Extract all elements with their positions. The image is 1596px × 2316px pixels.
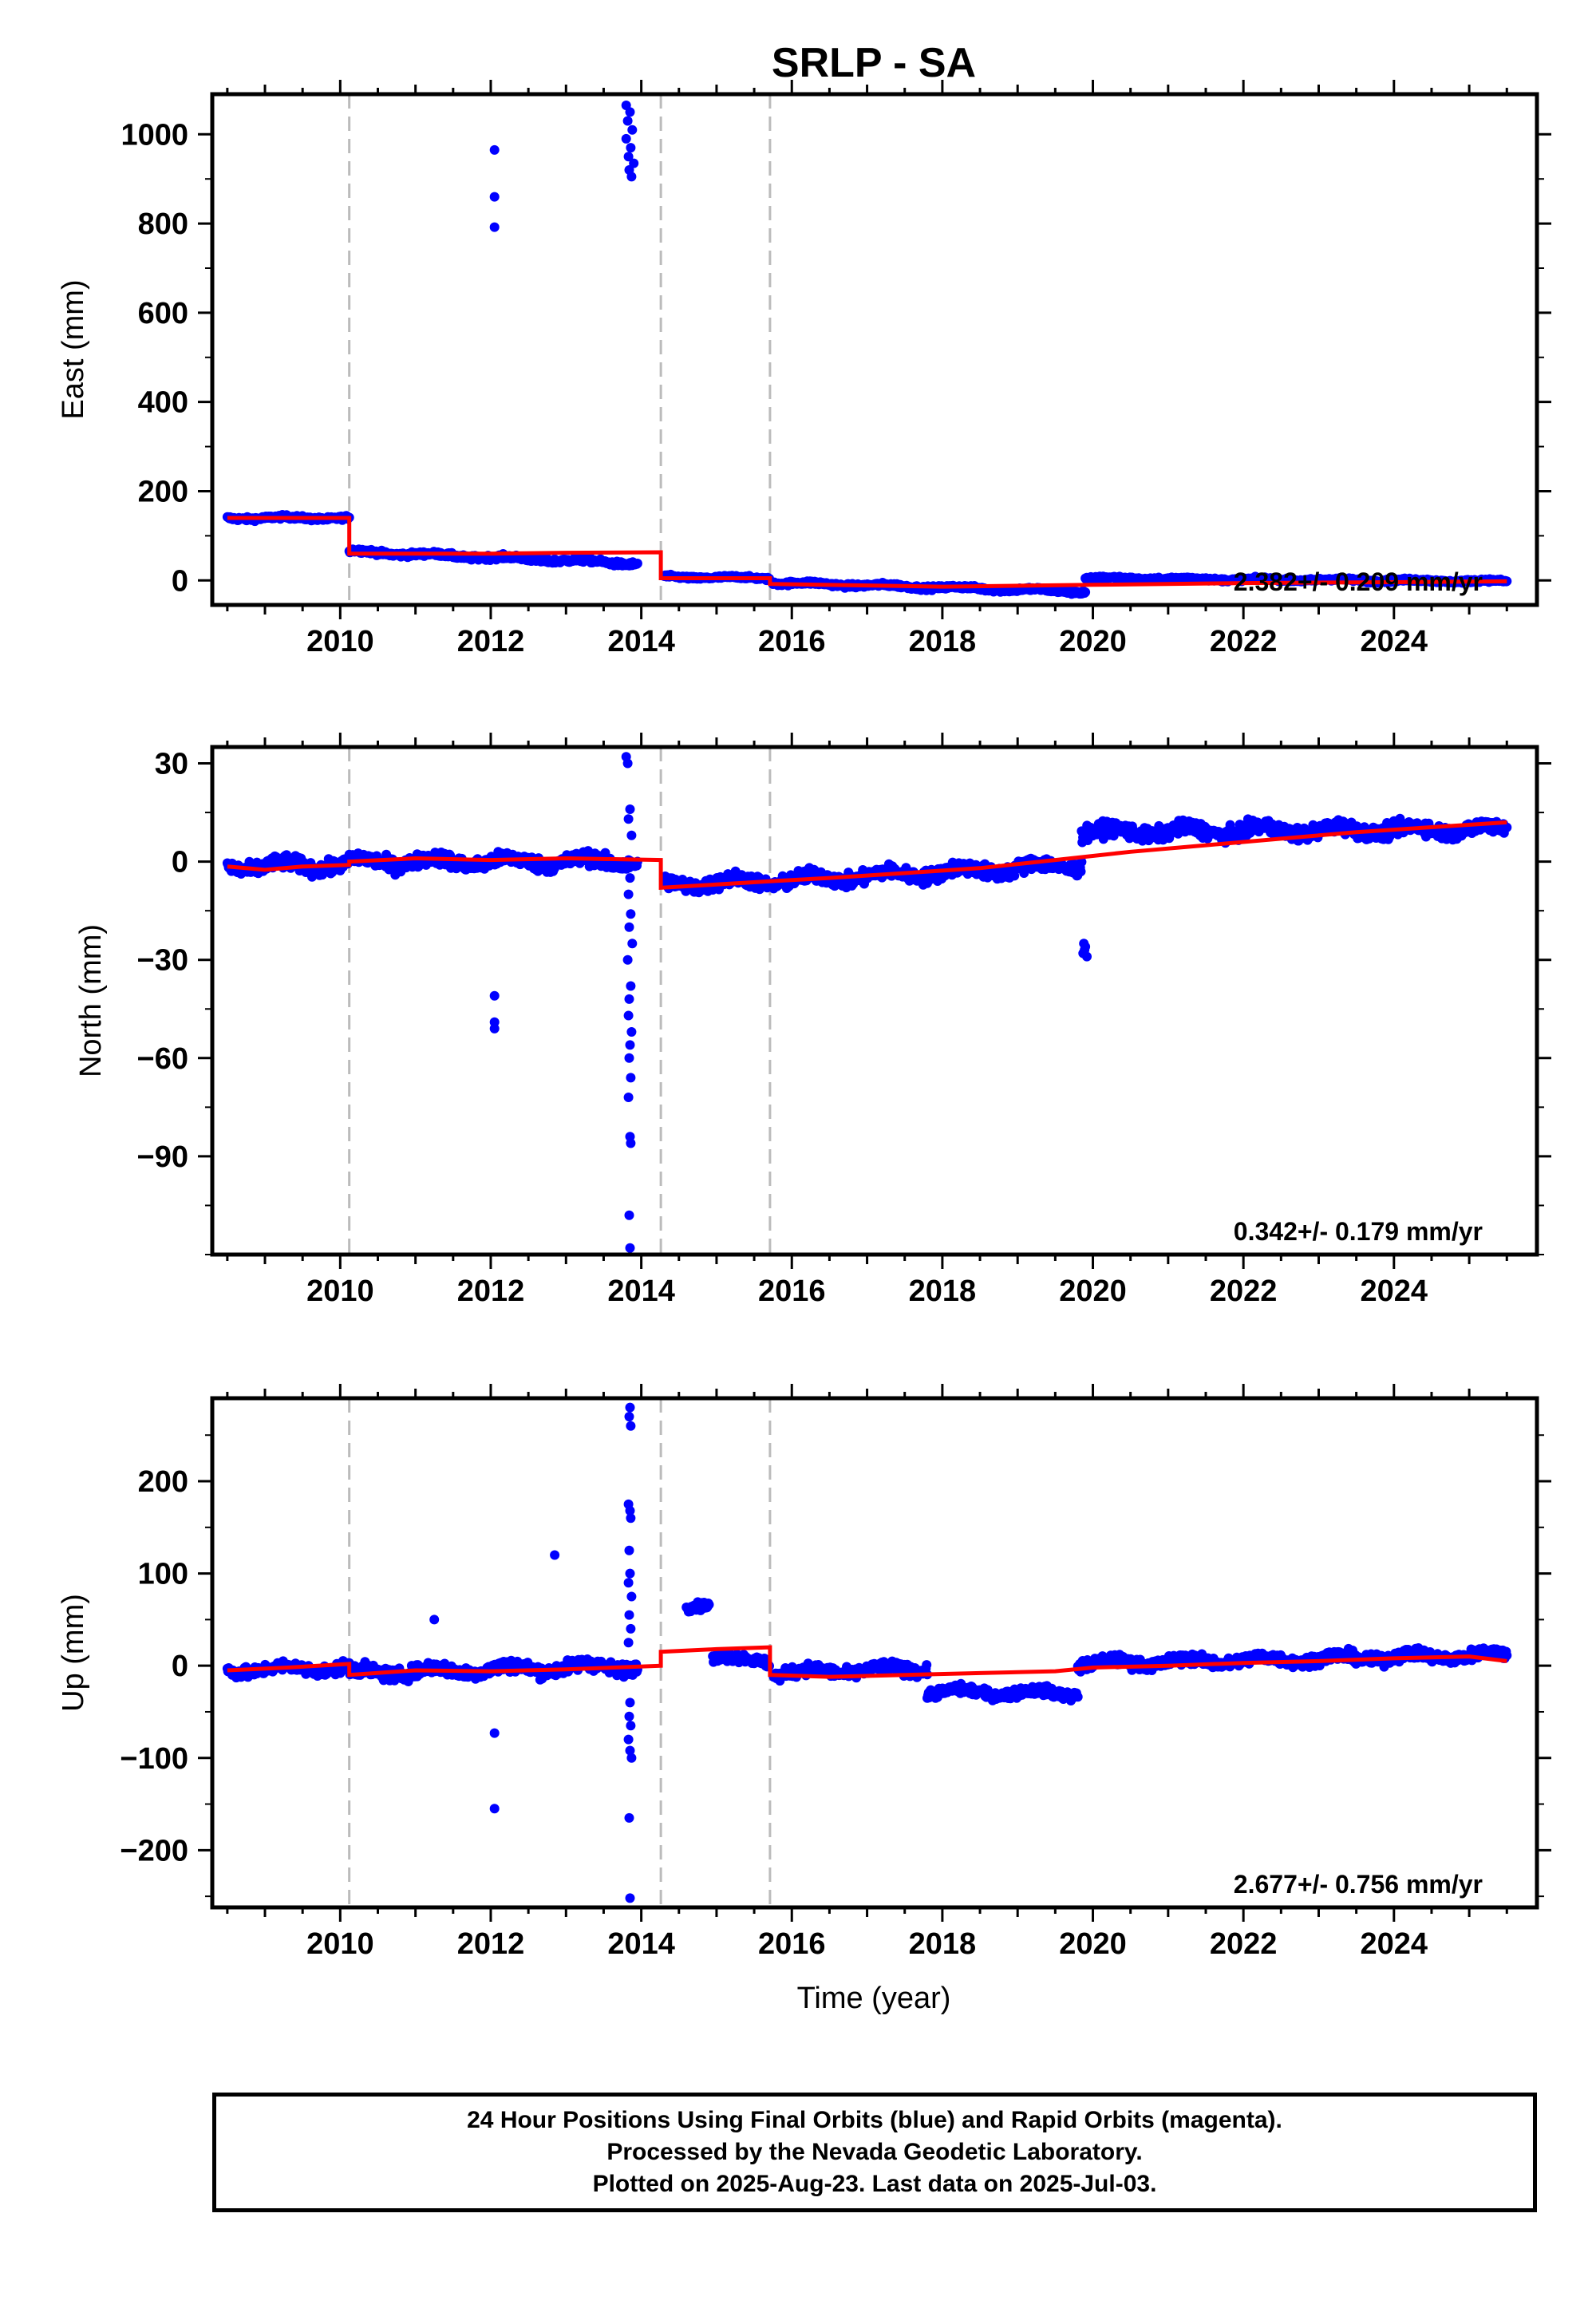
data-point-outlier — [489, 1017, 500, 1027]
y-tick-label: 600 — [138, 297, 188, 330]
model-line-east — [227, 516, 1507, 589]
data-point-outlier — [626, 172, 637, 182]
data-point-outlier — [624, 922, 634, 932]
y-tick-label: 200 — [138, 475, 188, 508]
data-point — [632, 559, 642, 568]
model-line-north — [227, 820, 1507, 891]
y-tick-label: 1000 — [120, 118, 188, 152]
data-point-outlier — [622, 116, 633, 126]
data-point — [1502, 822, 1512, 832]
x-tick-label: 2018 — [909, 1275, 977, 1308]
data-point-outlier — [627, 939, 638, 949]
data-point-outlier — [623, 152, 634, 162]
data-point-outlier — [625, 1243, 635, 1253]
x-tick-label: 2018 — [909, 625, 977, 658]
data-point — [922, 1660, 932, 1670]
data-point-outlier — [625, 804, 635, 814]
data-point-outlier — [622, 758, 633, 769]
data-point-outlier — [621, 133, 631, 144]
data-point-outlier — [629, 158, 639, 168]
x-tick-label: 2022 — [1210, 625, 1278, 658]
y-tick-label: 800 — [138, 207, 188, 241]
data-point-outlier — [489, 144, 500, 155]
data-point-outlier — [625, 1040, 635, 1050]
y-tick-label: −60 — [137, 1042, 188, 1076]
x-tick-label: 2012 — [457, 1275, 525, 1308]
data-point-outlier — [489, 1023, 500, 1034]
data-point-outlier — [489, 192, 500, 202]
rate-label-north: 0.342+/- 0.179 mm/yr — [1234, 1217, 1483, 1246]
x-tick-label: 2024 — [1361, 1275, 1428, 1308]
data-point-outlier — [626, 1138, 636, 1148]
data-point-outlier — [625, 873, 635, 883]
panel-east: 2010 2012 2014 2016 2018 2020 2022 2024 0 200 400 6… — [57, 80, 1551, 658]
x-tick-label: 2014 — [607, 625, 675, 658]
data-point-outlier — [624, 1210, 634, 1220]
data-point-outlier — [626, 1027, 637, 1037]
data-point-outlier — [626, 143, 636, 153]
x-tick-label: 2020 — [1059, 625, 1127, 658]
x-tick-label: 2020 — [1059, 1275, 1127, 1308]
data-point-outlier — [623, 1010, 634, 1021]
x-tick-label: 2014 — [607, 1275, 675, 1308]
y-tick-label: −90 — [137, 1140, 188, 1174]
data-point — [704, 1599, 714, 1610]
data-point-outlier — [624, 1053, 634, 1063]
panel-north: 2010 2012 2014 2016 2018 2020 2022 2024 −90 −60 −3… — [74, 733, 1551, 1308]
y-tick-label: −30 — [137, 944, 188, 978]
data-point-outlier — [489, 222, 500, 232]
final-positions-east — [222, 101, 1512, 599]
data-point-outlier — [626, 830, 637, 840]
y-axis-label-north: North (mm) — [74, 924, 108, 1077]
x-tick-label: 2010 — [306, 625, 374, 658]
x-tick-label: 2024 — [1361, 625, 1428, 658]
x-tick-label: 2016 — [758, 1275, 826, 1308]
plot-frame — [210, 92, 1539, 607]
data-point-outlier — [1080, 945, 1090, 955]
data-point-outlier — [623, 1093, 634, 1102]
y-tick-label: 0 — [172, 564, 188, 598]
data-point-outlier — [626, 909, 636, 919]
x-tick-label: 2010 — [306, 1275, 374, 1308]
y-tick-label: 0 — [172, 846, 188, 879]
rate-label-east: 2.382+/- 0.209 mm/yr — [1234, 567, 1483, 596]
plot-frame — [210, 745, 1539, 1257]
y-tick-label: 30 — [155, 748, 188, 781]
data-point-outlier — [624, 994, 634, 1004]
data-point-outlier — [622, 954, 633, 965]
data-point-outlier — [625, 107, 635, 117]
data-point-outlier — [623, 889, 634, 899]
data-point-outlier — [626, 1073, 636, 1083]
data-point-outlier — [623, 814, 634, 824]
x-tick-label: 2016 — [758, 625, 826, 658]
y-tick-label: 400 — [138, 386, 188, 420]
y-axis-label-east: East (mm) — [57, 279, 90, 419]
data-point-outlier — [627, 124, 638, 135]
data-point-outlier — [626, 981, 636, 991]
data-point — [1076, 867, 1086, 876]
x-tick-label: 2022 — [1210, 1275, 1278, 1308]
data-point — [1077, 857, 1087, 867]
data-point — [1502, 576, 1512, 587]
data-point-outlier — [1078, 587, 1088, 597]
panel-up: 2010 2012 2014 2016 2018 2020 2022 2024−200−100… — [57, 1384, 1551, 1961]
final-positions-up — [222, 1402, 1512, 1903]
data-point-outlier — [489, 990, 500, 1001]
x-tick-label: 2012 — [457, 625, 525, 658]
final-positions-north — [222, 752, 1512, 1253]
chart-title: SRLP - SA — [772, 40, 976, 86]
